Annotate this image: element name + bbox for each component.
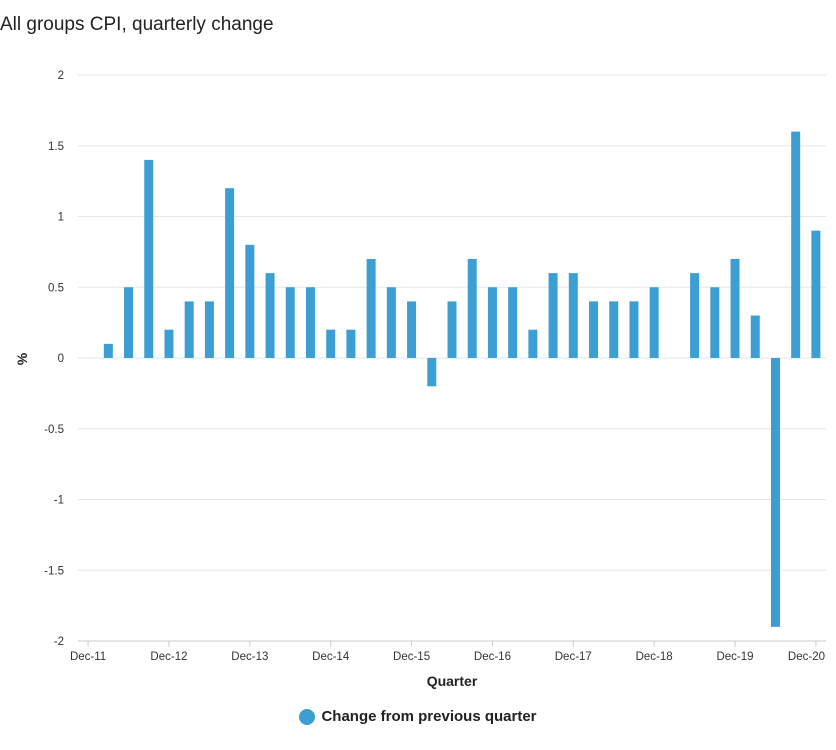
bar-Mar-15[interactable] [346, 329, 356, 358]
bar-Mar-16[interactable] [427, 358, 437, 387]
bar-Sep-13[interactable] [225, 188, 235, 358]
bar-Sep-18[interactable] [629, 301, 639, 358]
bar-Dec-17[interactable] [568, 273, 578, 358]
bar-Dec-15[interactable] [407, 301, 417, 358]
x-tick-label: Dec-19 [716, 651, 753, 663]
legend-swatch-icon [299, 708, 316, 725]
y-tick-label: 0.5 [48, 282, 64, 294]
bar-Jun-16[interactable] [447, 301, 457, 358]
bar-Jun-15[interactable] [366, 258, 376, 358]
bar-Sep-20[interactable] [791, 131, 801, 358]
legend-label: Change from previous quarter [321, 708, 537, 725]
bar-Jun-13[interactable] [204, 301, 214, 358]
bar-Jun-12[interactable] [124, 287, 134, 358]
bar-Jun-19[interactable] [690, 273, 700, 358]
y-tick-label: 0 [58, 353, 64, 365]
y-tick-label: -0.5 [44, 424, 64, 436]
x-tick-label: Dec-20 [788, 651, 825, 663]
bar-Dec-16[interactable] [487, 287, 497, 358]
bar-Mar-14[interactable] [265, 273, 275, 358]
bar-Jun-14[interactable] [285, 287, 295, 358]
legend-item[interactable]: Change from previous quarter [299, 708, 537, 725]
bar-Dec-14[interactable] [326, 329, 336, 358]
bar-Dec-13[interactable] [245, 244, 255, 358]
x-tick-label: Dec-14 [312, 651, 350, 663]
bar-Dec-12[interactable] [164, 329, 174, 358]
x-tick-label: Dec-18 [636, 651, 673, 663]
bar-Mar-12[interactable] [103, 343, 113, 358]
bar-Dec-19[interactable] [730, 258, 740, 358]
bar-Jun-18[interactable] [609, 301, 619, 358]
y-axis-title: % [14, 352, 30, 365]
y-tick-label: -1.5 [44, 565, 64, 577]
x-tick-label: Dec-15 [393, 651, 430, 663]
legend: Change from previous quarter [0, 708, 836, 729]
bar-Sep-16[interactable] [467, 258, 477, 358]
chart-title: All groups CPI, quarterly change [0, 14, 274, 35]
bar-Mar-17[interactable] [508, 287, 518, 358]
bar-Jun-20[interactable] [770, 358, 780, 627]
bar-Mar-20[interactable] [750, 315, 760, 358]
x-axis-title: Quarter [427, 673, 478, 689]
y-tick-label: -2 [54, 636, 64, 648]
x-tick-label: Dec-16 [474, 651, 511, 663]
x-tick-label: Dec-11 [70, 651, 106, 663]
bar-Dec-18[interactable] [649, 287, 659, 358]
y-tick-label: 1.5 [48, 141, 64, 153]
y-tick-label: -1 [54, 495, 64, 507]
bar-Jun-17[interactable] [528, 329, 538, 358]
bar-Dec-20[interactable] [811, 230, 821, 358]
bar-Sep-17[interactable] [548, 273, 558, 358]
bar-Mar-13[interactable] [184, 301, 194, 358]
x-axis-ticks: Dec-11 Dec-12 Dec-13 Dec-14 Dec-15 Dec-16 Dec-… [70, 641, 825, 663]
y-tick-label: 2 [58, 70, 64, 82]
bar-Mar-18[interactable] [589, 301, 599, 358]
bar-series [103, 131, 821, 627]
x-tick-label: Dec-17 [555, 651, 592, 663]
bar-Sep-15[interactable] [386, 287, 396, 358]
bar-Sep-19[interactable] [710, 287, 720, 358]
x-tick-label: Dec-12 [150, 651, 187, 663]
bar-Sep-14[interactable] [305, 287, 315, 358]
y-axis-ticks: 2 1.5 1 0.5 0 -0.5 -1 -1.5 -2 [44, 70, 64, 648]
x-tick-label: Dec-13 [231, 651, 268, 663]
y-tick-label: 1 [58, 212, 64, 224]
chart-canvas: 2 1.5 1 0.5 0 -0.5 -1 -1.5 -2 Dec-11 Dec-12 Dec-13… [14, 70, 826, 689]
bar-Sep-12[interactable] [144, 159, 154, 358]
